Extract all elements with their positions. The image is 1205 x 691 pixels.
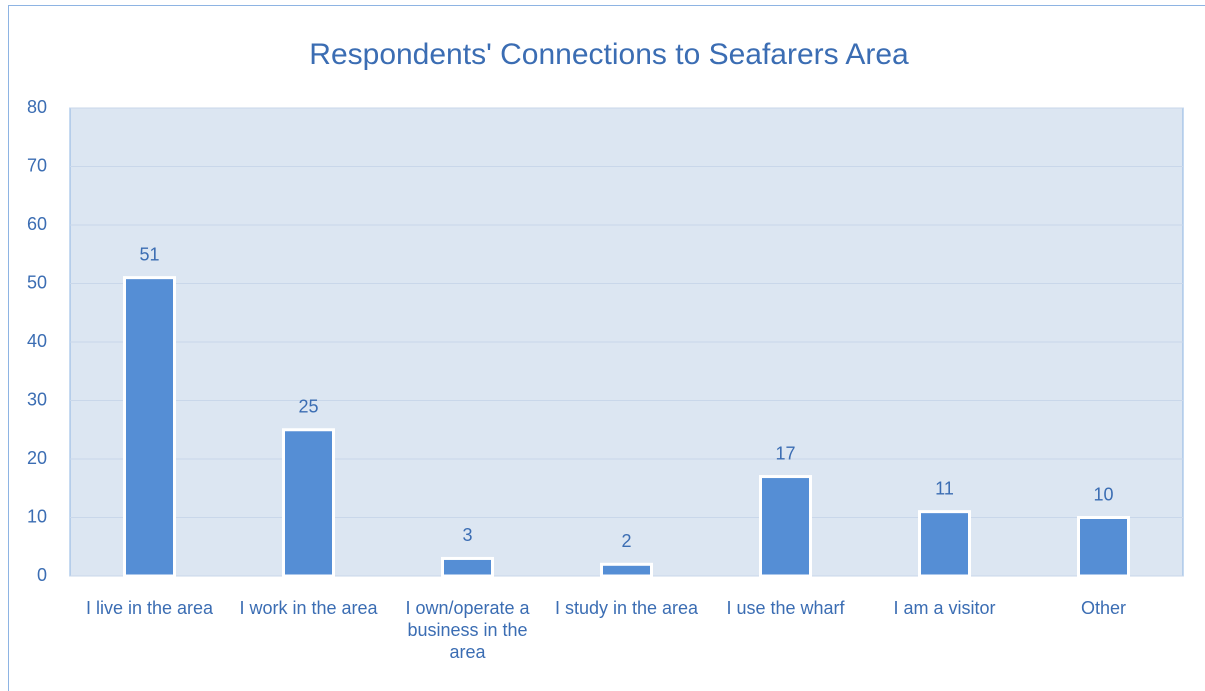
value-label: 11	[935, 478, 954, 498]
x-tick-label: Other	[1080, 598, 1127, 618]
bar	[123, 276, 176, 578]
value-label: 25	[298, 397, 318, 417]
chart-title: Respondents' Connections to Seafarers Ar…	[309, 38, 909, 71]
y-tick-label: 40	[27, 331, 47, 351]
value-label: 51	[139, 244, 159, 264]
bar	[918, 510, 971, 578]
y-tick-label: 80	[27, 97, 47, 117]
y-tick-label: 20	[27, 448, 47, 468]
x-tick-label: I work in the area	[239, 598, 378, 618]
value-label: 2	[621, 531, 631, 551]
bar	[1077, 516, 1130, 578]
x-tick-label: I own/operate a business in the area	[405, 598, 530, 662]
bar	[282, 428, 335, 578]
y-tick-label: 30	[27, 389, 47, 409]
x-tick-label: I live in the area	[85, 598, 214, 618]
value-label: 10	[1093, 484, 1113, 504]
x-tick-label: I study in the area	[554, 598, 699, 618]
y-tick-label: 0	[37, 565, 47, 585]
y-tick-label: 50	[27, 272, 47, 292]
x-tick-label: I am a visitor	[893, 598, 996, 618]
y-tick-label: 60	[27, 214, 47, 234]
bar	[600, 562, 653, 578]
bar	[759, 475, 812, 578]
bar	[441, 556, 494, 578]
value-label: 17	[775, 443, 795, 463]
x-tick-label: I use the wharf	[726, 598, 845, 618]
y-tick-label: 10	[27, 506, 47, 526]
y-tick-label: 70	[27, 155, 47, 175]
value-label: 3	[462, 525, 472, 545]
